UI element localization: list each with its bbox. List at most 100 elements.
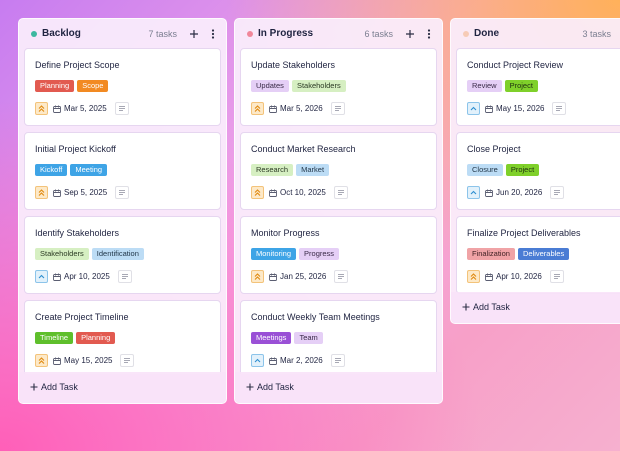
date-text: Sep 5, 2025	[64, 188, 108, 197]
column: Backlog 7 tasks Define Project Scope Planni…	[18, 18, 227, 404]
due-date: May 15, 2026	[485, 102, 544, 115]
task-count: 6 tasks	[364, 29, 393, 39]
plus-icon	[246, 383, 254, 391]
date-text: Apr 10, 2026	[496, 272, 542, 281]
priority-icon	[251, 354, 264, 367]
lines	[335, 358, 341, 363]
notes-icon[interactable]	[334, 270, 348, 283]
lines	[119, 106, 125, 111]
priority-icon	[467, 186, 480, 199]
priority-icon	[467, 102, 480, 115]
add-button[interactable]	[189, 29, 199, 39]
due-date: Jan 25, 2026	[269, 270, 326, 283]
due-date: Mar 5, 2025	[53, 102, 107, 115]
due-date: Oct 10, 2025	[269, 186, 326, 199]
tag-list: Timeline Planning	[35, 332, 116, 344]
task-title: Initial Project Kickoff	[35, 144, 116, 154]
notes-icon[interactable]	[550, 186, 564, 199]
tag: Stakeholders	[291, 80, 346, 92]
notes-icon[interactable]	[118, 270, 132, 283]
add-task-bar[interactable]: Add Task	[451, 292, 620, 323]
plus-icon	[462, 303, 470, 311]
chevron	[38, 105, 45, 112]
notes-icon[interactable]	[120, 354, 134, 367]
notes-icon[interactable]	[331, 102, 345, 115]
tag-list: Research Market	[251, 164, 330, 176]
task-card[interactable]: Create Project Timeline Timeline Planning M…	[24, 300, 221, 374]
date-text: Apr 10, 2025	[64, 272, 110, 281]
add-task-bar[interactable]: Add Task	[19, 372, 226, 403]
task-card[interactable]: Monitor Progress Monitoring Progress Jan 25…	[240, 216, 437, 294]
calendar-icon	[485, 105, 493, 113]
notes-icon[interactable]	[550, 270, 564, 283]
task-card[interactable]: Close Project Closure Project Jun 20, 2026	[456, 132, 620, 210]
priority-icon	[251, 270, 264, 283]
tag: Meeting	[70, 164, 108, 176]
due-date: Mar 2, 2026	[269, 354, 323, 367]
tag-list: Planning Scope	[35, 80, 109, 92]
date-text: Jun 20, 2026	[496, 188, 543, 197]
plus-icon	[30, 383, 38, 391]
task-card[interactable]: Conduct Weekly Team Meetings Meetings Team…	[240, 300, 437, 374]
more-button[interactable]	[211, 29, 215, 39]
tag: Closure	[467, 164, 503, 176]
tag-list: Stakeholders Identification	[35, 248, 144, 260]
add-button[interactable]	[405, 29, 415, 39]
status-dot	[247, 31, 253, 37]
more-button[interactable]	[427, 29, 431, 39]
calendar-icon	[53, 105, 61, 113]
task-card[interactable]: Conduct Market Research Research Market Oct…	[240, 132, 437, 210]
task-count: 3 tasks	[582, 29, 611, 39]
column-title: Done	[474, 28, 499, 39]
tag: Project	[505, 164, 540, 176]
column-title: In Progress	[258, 28, 314, 39]
task-card[interactable]: Identify Stakeholders Stakeholders Identif…	[24, 216, 221, 294]
notes-icon[interactable]	[334, 186, 348, 199]
task-card[interactable]: Conduct Project Review Review Project May 1…	[456, 48, 620, 126]
chevron	[470, 190, 477, 195]
task-title: Conduct Market Research	[251, 144, 356, 154]
tag: Finalization	[467, 248, 515, 260]
add-task-bar[interactable]: Add Task	[235, 372, 442, 403]
chevron	[38, 189, 45, 196]
notes-icon[interactable]	[115, 102, 129, 115]
tag-list: Review Project	[467, 80, 538, 92]
notes-icon[interactable]	[115, 186, 129, 199]
notes-icon[interactable]	[331, 354, 345, 367]
due-date: Apr 10, 2025	[53, 270, 110, 283]
calendar-icon	[269, 105, 277, 113]
date-text: Mar 5, 2025	[64, 104, 107, 113]
tag: Stakeholders	[35, 248, 89, 260]
priority-icon	[251, 186, 264, 199]
task-title: Monitor Progress	[251, 228, 320, 238]
lines	[335, 106, 341, 111]
task-title: Update Stakeholders	[251, 60, 336, 70]
tag-list: Monitoring Progress	[251, 248, 340, 260]
task-title: Create Project Timeline	[35, 312, 129, 322]
chevron	[38, 357, 45, 364]
calendar-icon	[269, 189, 277, 197]
add-task-label: Add Task	[473, 302, 510, 312]
priority-icon	[35, 270, 48, 283]
tag: Updates	[251, 80, 289, 92]
lines	[122, 274, 128, 279]
tag: Scope	[77, 80, 109, 92]
calendar-icon	[53, 189, 61, 197]
task-title: Close Project	[467, 144, 521, 154]
tag: Project	[504, 80, 538, 92]
task-card[interactable]: Define Project Scope Planning Scope Mar 5, …	[24, 48, 221, 126]
priority-icon	[251, 102, 264, 115]
tag: Planning	[76, 332, 116, 344]
task-card[interactable]: Finalize Project Deliverables Finalizatio…	[456, 216, 620, 294]
lines	[124, 358, 130, 363]
lines	[556, 106, 562, 111]
lines	[338, 190, 344, 195]
task-card[interactable]: Update Stakeholders Updates Stakeholders Ma…	[240, 48, 437, 126]
notes-icon[interactable]	[552, 102, 566, 115]
task-card[interactable]: Initial Project Kickoff Kickoff Meeting Sep…	[24, 132, 221, 210]
card-list: Define Project Scope Planning Scope Mar 5, …	[19, 48, 226, 374]
tag: Progress	[299, 248, 340, 260]
task-title: Define Project Scope	[35, 60, 120, 70]
tag: Research	[251, 164, 294, 176]
